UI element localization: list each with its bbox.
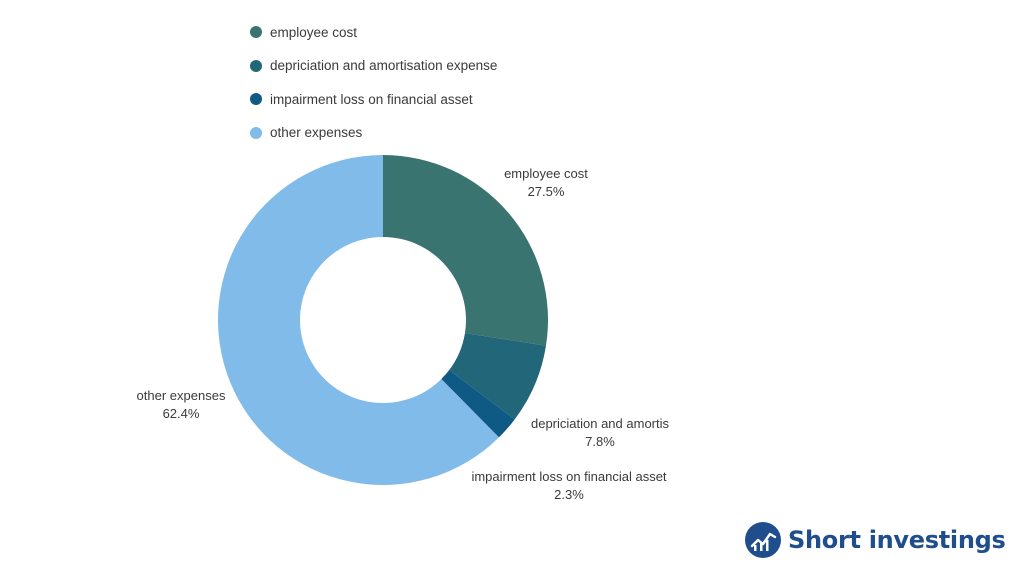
- legend-label: other expenses: [270, 125, 363, 140]
- slice-value-label: 27.5%: [528, 184, 565, 199]
- slice-name-label: impairment loss on financial asset: [471, 469, 666, 484]
- brand-logo-area: Short investings: [744, 521, 1006, 559]
- brand-logo-icon: [745, 522, 781, 558]
- donut-slice: [449, 332, 546, 420]
- slice-name-label: employee cost: [504, 166, 588, 181]
- slice-name-label: other expenses: [137, 388, 226, 403]
- legend-item: employee cost: [250, 22, 497, 42]
- legend-swatch: [250, 126, 262, 139]
- chart-legend: employee cost depriciation and amortisati…: [250, 22, 497, 156]
- legend-swatch: [250, 93, 262, 105]
- slice-value-label: 7.8%: [585, 434, 615, 449]
- donut-slice: [441, 370, 515, 438]
- brand-name: Short investings: [788, 526, 1006, 554]
- slice-labels: employee cost 27.5% depriciation and amort…: [137, 166, 670, 502]
- slice-value-label: 2.3%: [554, 487, 584, 502]
- legend-swatch: [250, 59, 262, 72]
- legend-label: employee cost: [270, 24, 358, 40]
- legend-label: impairment loss on financial asset: [270, 91, 473, 107]
- slice-name-label: depriciation and amortis: [531, 416, 670, 431]
- donut-slice: [217, 155, 499, 486]
- slice-value-label: 62.4%: [163, 406, 200, 421]
- donut-slices: [217, 155, 548, 486]
- legend-swatch: [250, 26, 262, 38]
- legend-item: other expenses: [250, 123, 497, 143]
- legend-item: impairment loss on financial asset: [250, 89, 497, 109]
- donut-slice: [383, 155, 548, 346]
- legend-item: depriciation and amortisation expense: [250, 56, 497, 76]
- legend-label: depriciation and amortisation expense: [270, 58, 498, 73]
